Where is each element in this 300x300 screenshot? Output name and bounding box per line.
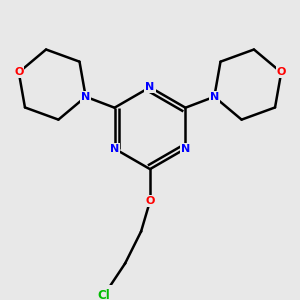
- Text: N: N: [146, 82, 154, 92]
- Text: N: N: [181, 144, 190, 154]
- Text: N: N: [81, 92, 90, 102]
- Text: O: O: [14, 68, 23, 77]
- Text: Cl: Cl: [97, 289, 110, 300]
- Text: N: N: [110, 144, 119, 154]
- Text: O: O: [145, 196, 155, 206]
- Text: N: N: [210, 92, 219, 102]
- Text: O: O: [277, 68, 286, 77]
